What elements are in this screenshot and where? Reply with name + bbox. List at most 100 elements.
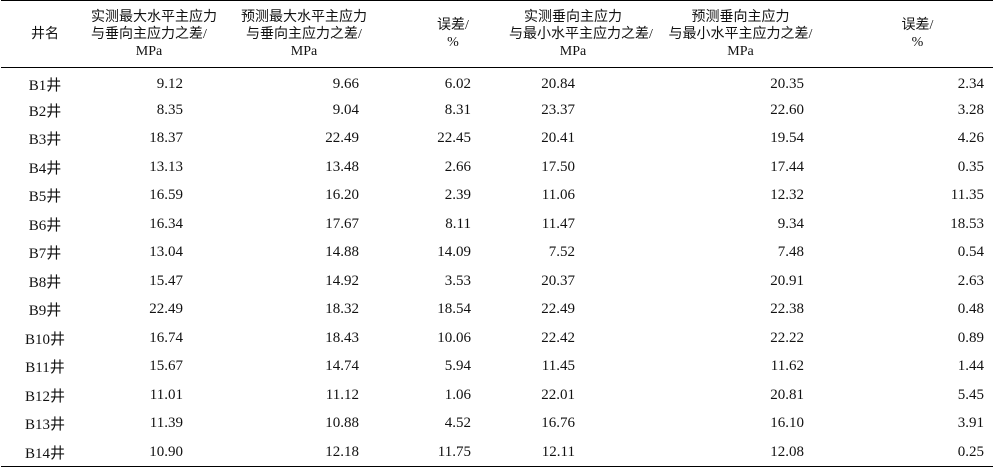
cell-error-2: 2.63	[957, 272, 984, 289]
cell-well-name: B13井	[24, 417, 65, 434]
cell-measured-max-horizontal-diff: 13.04	[149, 244, 183, 261]
header-error-1: 误差/ %	[399, 0, 507, 68]
header-error-2: 误差/ %	[842, 0, 993, 68]
cell-error-2: 11.35	[950, 187, 984, 204]
cell-measured-vertical-diff: 11.45	[541, 358, 575, 375]
cell-well-name: B12井	[24, 388, 65, 405]
cell-predicted-max-horizontal-diff: 17.67	[325, 215, 359, 232]
cell-well-name: B5井	[28, 189, 62, 206]
table-row: B10井 16.74 18.43 10.06 22.42 22.22 0.89	[1, 324, 993, 353]
cell-measured-vertical-diff: 22.42	[541, 329, 575, 346]
cell-well-name: B14井	[1, 438, 89, 467]
cell-predicted-vertical-diff: 16.10	[770, 415, 804, 432]
cell-well-name: B10井	[24, 331, 65, 348]
cell-predicted-max-horizontal-diff: 12.18	[209, 438, 399, 467]
cell-predicted-vertical-diff: 20.35	[770, 75, 804, 92]
cell-predicted-max-horizontal-diff: 13.48	[325, 158, 359, 175]
cell-well-name: B4井	[28, 160, 62, 177]
cell-error-2: 18.53	[950, 215, 984, 232]
cell-error-1: 2.66	[444, 158, 471, 175]
cell-measured-max-horizontal-diff: 16.74	[149, 329, 183, 346]
cell-error-1: 1.06	[444, 386, 471, 403]
cell-predicted-vertical-diff: 9.34	[777, 215, 804, 232]
cell-predicted-vertical-diff: 17.44	[770, 158, 804, 175]
header-measured-max-horizontal-diff: 实测最大水平主应力 与垂向主应力之差/ MPa	[89, 0, 217, 68]
cell-measured-max-horizontal-diff: 16.34	[149, 215, 183, 232]
header-row: 井名 实测最大水平主应力 与垂向主应力之差/ MPa 预测最大水平主应力 与垂向…	[1, 0, 993, 68]
cell-well-name: B9井	[28, 303, 62, 320]
cell-well-name: B3井	[28, 132, 62, 149]
cell-measured-vertical-diff: 20.41	[541, 130, 575, 147]
table-row: B2井 8.35 9.04 8.31 23.37 22.60 3.28	[1, 96, 993, 125]
cell-measured-max-horizontal-diff: 13.13	[149, 158, 183, 175]
cell-predicted-max-horizontal-diff: 9.04	[332, 101, 359, 118]
cell-error-1: 10.06	[437, 329, 471, 346]
cell-measured-max-horizontal-diff: 10.90	[89, 438, 209, 467]
header-predicted-max-horizontal-diff: 预测最大水平主应力 与垂向主应力之差/ MPa	[209, 0, 399, 68]
cell-predicted-max-horizontal-diff: 22.49	[325, 130, 359, 147]
cell-measured-max-horizontal-diff: 18.37	[149, 130, 183, 147]
cell-error-1: 18.54	[437, 301, 471, 318]
cell-well-name: B2井	[28, 103, 62, 120]
cell-predicted-vertical-diff: 19.54	[770, 130, 804, 147]
cell-measured-max-horizontal-diff: 11.01	[149, 386, 183, 403]
cell-measured-max-horizontal-diff: 9.12	[156, 75, 183, 92]
cell-error-2: 4.26	[957, 130, 984, 147]
cell-error-2: 0.54	[957, 244, 984, 261]
cell-predicted-vertical-diff: 20.81	[770, 386, 804, 403]
cell-error-2: 3.91	[957, 415, 984, 432]
cell-measured-vertical-diff: 12.11	[507, 438, 639, 467]
cell-error-2: 0.89	[957, 329, 984, 346]
table-row: B3井 18.37 22.49 22.45 20.41 19.54 4.26	[1, 125, 993, 154]
cell-measured-max-horizontal-diff: 22.49	[149, 301, 183, 318]
cell-error-1: 6.02	[444, 75, 471, 92]
table-row: B4井 13.13 13.48 2.66 17.50 17.44 0.35	[1, 153, 993, 182]
cell-predicted-max-horizontal-diff: 16.20	[325, 187, 359, 204]
cell-predicted-max-horizontal-diff: 9.66	[332, 75, 359, 92]
cell-measured-vertical-diff: 11.47	[541, 215, 575, 232]
table-row: B14井 10.90 12.18 11.75 12.11 12.08 0.25	[1, 438, 993, 467]
cell-well-name: B7井	[28, 246, 62, 263]
header-measured-vertical-diff: 实测垂向主应力 与最小水平主应力之差/ MPa	[507, 0, 653, 68]
cell-predicted-vertical-diff: 22.22	[770, 329, 804, 346]
cell-error-1: 14.09	[437, 244, 471, 261]
table-row: B6井 16.34 17.67 8.11 11.47 9.34 18.53	[1, 210, 993, 239]
cell-measured-vertical-diff: 22.01	[541, 386, 575, 403]
cell-error-1: 3.53	[444, 272, 471, 289]
cell-error-2: 5.45	[957, 386, 984, 403]
cell-measured-vertical-diff: 16.76	[541, 415, 575, 432]
cell-well-name: B11井	[25, 360, 65, 377]
cell-predicted-vertical-diff: 11.62	[770, 358, 804, 375]
table-row: B11井 15.67 14.74 5.94 11.45 11.62 1.44	[1, 353, 993, 382]
table-row: B8井 15.47 14.92 3.53 20.37 20.91 2.63	[1, 267, 993, 296]
cell-predicted-max-horizontal-diff: 18.32	[325, 301, 359, 318]
header-predicted-vertical-diff: 预测垂向主应力 与最小水平主应力之差/ MPa	[639, 0, 842, 68]
table-row: B12井 11.01 11.12 1.06 22.01 20.81 5.45	[1, 381, 993, 410]
table-row: B5井 16.59 16.20 2.39 11.06 12.32 11.35	[1, 182, 993, 211]
cell-measured-vertical-diff: 11.06	[541, 187, 575, 204]
cell-well-name: B6井	[28, 217, 62, 234]
cell-error-2: 3.28	[957, 101, 984, 118]
cell-error-1: 8.11	[445, 215, 471, 232]
table-row: B13井 11.39 10.88 4.52 16.76 16.10 3.91	[1, 410, 993, 439]
cell-measured-max-horizontal-diff: 11.39	[149, 415, 183, 432]
table-body: B1井 9.12 9.66 6.02 20.84 20.35 2.34 B2井 8.35 9.04…	[1, 68, 993, 467]
header-well-name: 井名	[1, 0, 89, 68]
cell-predicted-vertical-diff: 20.91	[770, 272, 804, 289]
cell-measured-max-horizontal-diff: 15.47	[149, 272, 183, 289]
cell-well-name: B8井	[28, 274, 62, 291]
cell-error-1: 22.45	[437, 130, 471, 147]
cell-predicted-max-horizontal-diff: 18.43	[325, 329, 359, 346]
cell-well-name: B1井	[28, 77, 62, 94]
cell-error-2: 0.25	[842, 438, 993, 467]
cell-error-1: 4.52	[444, 415, 471, 432]
cell-error-1: 5.94	[444, 358, 471, 375]
cell-error-1: 8.31	[444, 101, 471, 118]
cell-predicted-max-horizontal-diff: 11.12	[325, 386, 359, 403]
cell-predicted-max-horizontal-diff: 14.88	[325, 244, 359, 261]
cell-measured-vertical-diff: 20.37	[541, 272, 575, 289]
cell-predicted-vertical-diff: 12.08	[639, 438, 842, 467]
cell-error-2: 2.34	[957, 75, 984, 92]
